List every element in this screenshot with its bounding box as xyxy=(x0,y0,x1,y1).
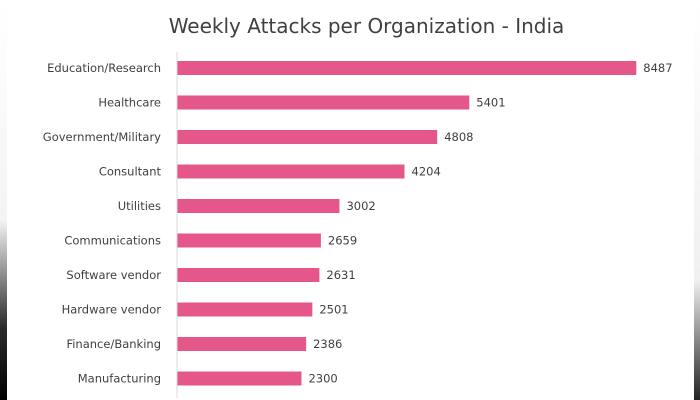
value-label-software-vendor: 2631 xyxy=(326,268,355,282)
chart-title: Weekly Attacks per Organization - India xyxy=(168,14,565,38)
category-label-finance-banking: Finance/Banking xyxy=(66,337,161,351)
value-label-finance-banking: 2386 xyxy=(313,337,342,351)
value-label-hardware-vendor: 2501 xyxy=(319,303,348,317)
bar-utilities xyxy=(177,199,340,213)
category-label-education-research: Education/Research xyxy=(47,61,161,75)
category-label-utilities: Utilities xyxy=(118,199,161,213)
bar-education-research xyxy=(177,61,637,75)
bar-software-vendor xyxy=(177,268,320,282)
value-label-manufacturing: 2300 xyxy=(308,372,337,386)
bar-government-military xyxy=(177,130,438,144)
right-edge-shadow xyxy=(694,0,700,400)
value-label-government-military: 4808 xyxy=(444,130,473,144)
value-label-consultant: 4204 xyxy=(412,165,441,179)
value-label-healthcare: 5401 xyxy=(476,96,505,110)
bar-consultant xyxy=(177,164,405,179)
left-edge-shadow xyxy=(0,0,7,400)
bar-hardware-vendor xyxy=(177,302,313,317)
category-label-hardware-vendor: Hardware vendor xyxy=(62,303,162,317)
category-label-consultant: Consultant xyxy=(99,165,162,179)
category-label-healthcare: Healthcare xyxy=(98,96,161,110)
category-label-communications: Communications xyxy=(64,234,161,248)
value-label-education-research: 8487 xyxy=(643,61,672,75)
bar-finance-banking xyxy=(177,337,307,351)
bar-communications xyxy=(177,233,321,248)
bars-layer: Education/Research 8487 Healthcare 5401 Gove… xyxy=(43,61,673,386)
value-label-communications: 2659 xyxy=(328,234,357,248)
bar-manufacturing xyxy=(177,371,302,386)
value-label-utilities: 3002 xyxy=(346,199,375,213)
category-label-software-vendor: Software vendor xyxy=(66,268,161,282)
category-label-manufacturing: Manufacturing xyxy=(78,372,161,386)
bar-healthcare xyxy=(177,95,470,110)
category-label-government-military: Government/Military xyxy=(43,130,161,144)
